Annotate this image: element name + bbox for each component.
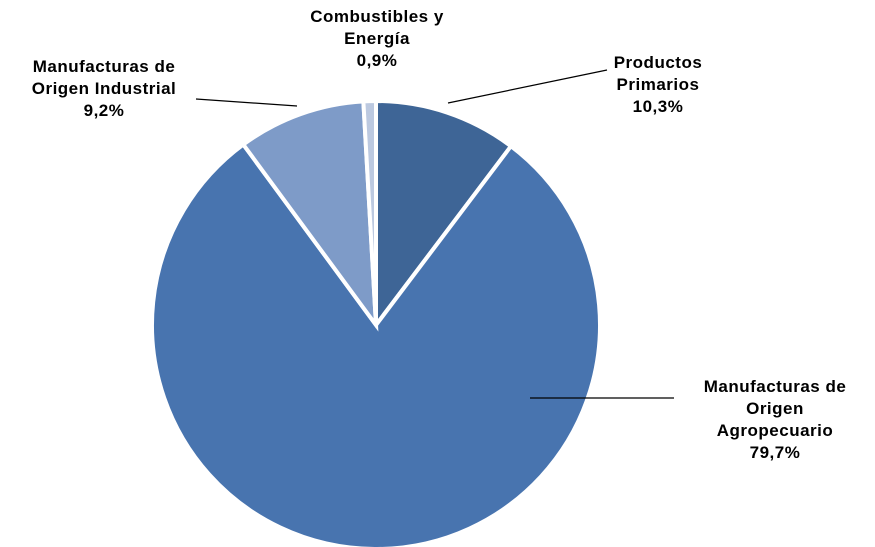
slice-label-text: Primarios bbox=[616, 75, 700, 94]
pie-slices bbox=[150, 98, 602, 547]
slice-label-text: Productos bbox=[613, 53, 703, 72]
pie-slice bbox=[361, 98, 378, 326]
leader-lines bbox=[195, 69, 674, 399]
leader-line bbox=[195, 98, 298, 107]
slice-label-text: Energía bbox=[344, 29, 410, 48]
pie-slice bbox=[240, 99, 379, 332]
slice-label: Combustibles y Energía 0,9% bbox=[272, 6, 482, 72]
slice-label-text: Origen Industrial bbox=[31, 79, 177, 98]
slice-value-label: 79,7% bbox=[749, 443, 801, 462]
slice-label-text: Manufacturas de bbox=[703, 377, 847, 396]
pie-slice bbox=[150, 141, 602, 547]
slice-label: Manufacturas de Origen Industrial 9,2% bbox=[4, 56, 204, 122]
pie-slice bbox=[374, 98, 514, 331]
slice-label-text: Manufacturas de bbox=[32, 57, 176, 76]
slice-label-text: Origen bbox=[746, 399, 804, 418]
leader-line bbox=[447, 69, 608, 104]
slice-value-label: 0,9% bbox=[356, 51, 398, 70]
slice-value-label: 10,3% bbox=[632, 97, 684, 116]
slice-value-label: 9,2% bbox=[83, 101, 125, 120]
slice-label: Productos Primarios 10,3% bbox=[598, 52, 718, 118]
slice-label: Manufacturas de Origen Agropecuario 79,7% bbox=[680, 376, 870, 464]
slice-label-text: Combustibles y bbox=[310, 7, 444, 26]
slice-label-text: Agropecuario bbox=[716, 421, 834, 440]
